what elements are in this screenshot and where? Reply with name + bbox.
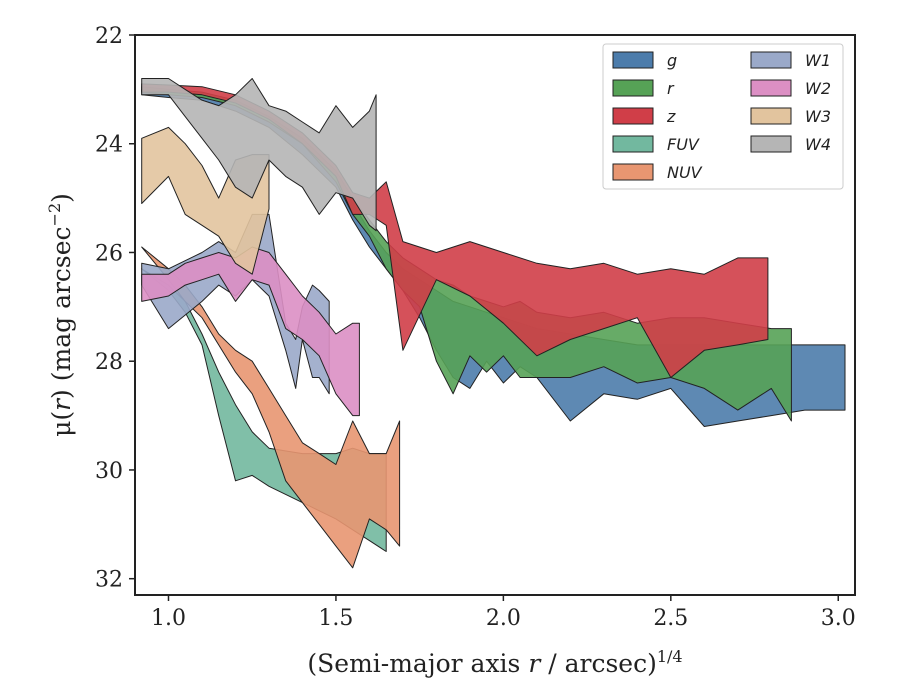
y-tick-label: 30 (95, 459, 123, 484)
x-tick-label: 1.5 (318, 606, 353, 631)
y-tick-label: 24 (95, 133, 123, 158)
x-tick-label: 2.5 (653, 606, 688, 631)
x-tick-label: 1.0 (151, 606, 186, 631)
profile-bands (141, 78, 846, 569)
legend-swatch-w2 (750, 79, 792, 97)
y-tick-label: 26 (95, 241, 123, 266)
legend-swatch-fuv (612, 135, 654, 153)
band-w2 (141, 246, 360, 417)
legend-label-w3: W3 (805, 107, 831, 126)
band-r (141, 86, 792, 422)
legend-swatch-g (612, 51, 654, 69)
legend-swatch-nuv (612, 163, 654, 181)
band-w4 (141, 78, 377, 232)
legend-label-w1: W1 (805, 51, 831, 70)
y-axis: 22 24 26 28 30 32 (95, 24, 135, 593)
legend-label-r: r (667, 79, 675, 98)
legend-label-w2: W2 (805, 79, 831, 98)
legend-swatch-w3 (750, 107, 792, 125)
legend-swatch-r (612, 79, 654, 97)
x-axis: 1.0 1.5 2.0 2.5 3.0 (151, 595, 856, 631)
legend-swatch-w1 (750, 51, 792, 69)
legend-label-fuv: FUV (667, 135, 700, 154)
legend-label-w4: W4 (805, 135, 831, 154)
x-tick-label: 2.0 (486, 606, 521, 631)
band-nuv (141, 246, 401, 569)
legend-label-g: g (667, 51, 677, 70)
legend-swatch-z (612, 107, 654, 125)
legend: grz FUV NUV W1 W2 W3 W4 (602, 43, 844, 190)
x-axis-title: (Semi-major axis r / arcsec)1/4 (307, 647, 682, 678)
y-tick-label: 32 (95, 568, 123, 593)
y-tick-label: 22 (95, 24, 123, 49)
legend-swatch-w4 (750, 135, 792, 153)
plot-frame (134, 34, 856, 596)
y-axis-title: μ(r) (mag arcsec−2) (45, 193, 76, 437)
y-tick-label: 28 (95, 350, 123, 375)
x-tick-label: 3.0 (821, 606, 856, 631)
legend-label-nuv: NUV (667, 163, 703, 182)
legend-label-z: z (666, 107, 676, 126)
